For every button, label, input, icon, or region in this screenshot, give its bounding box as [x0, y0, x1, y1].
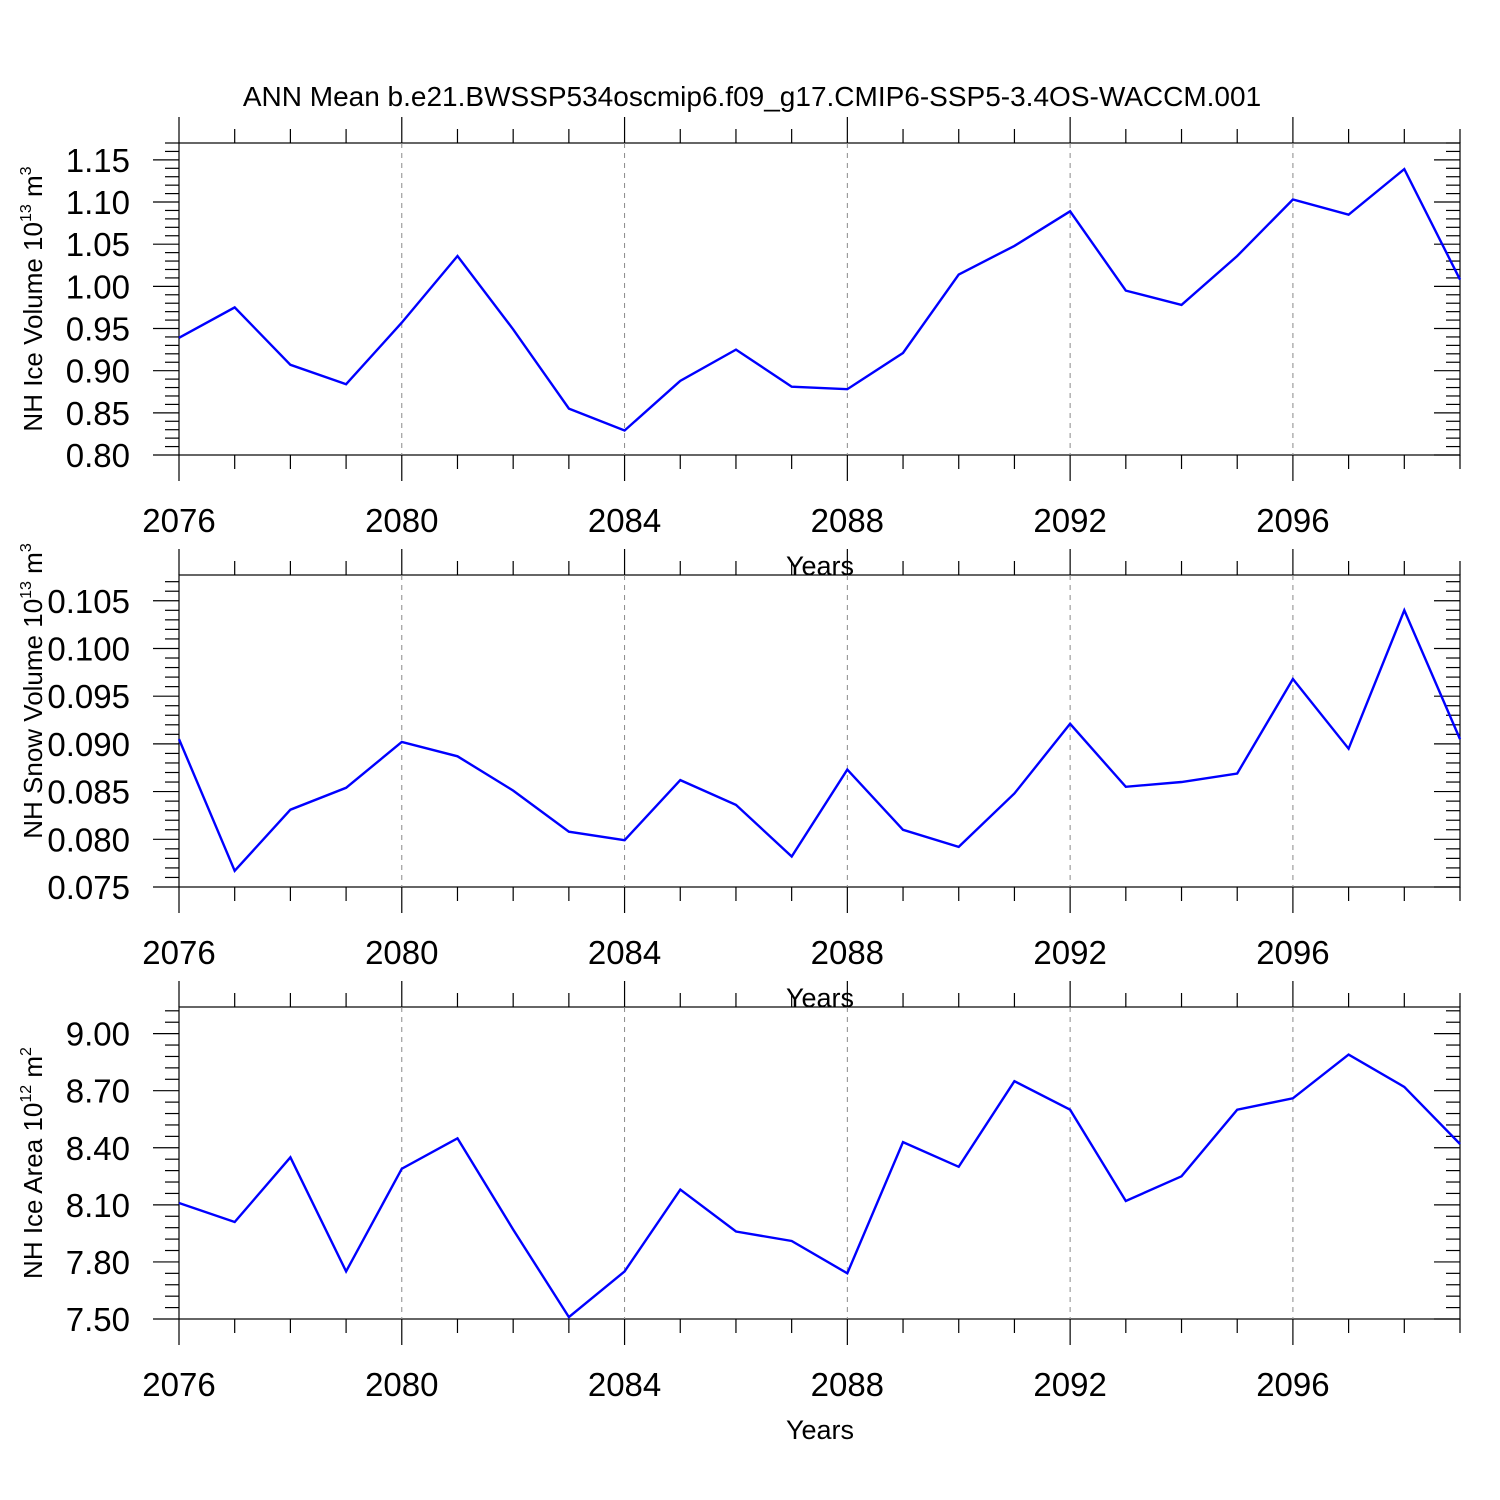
- panel-3: 2076 2080 2084 2088 2092 2096 7.50 7.80 8.10 8.40…: [18, 981, 1461, 1445]
- y-tick-label: 1.05: [66, 226, 130, 263]
- data-line: [177, 607, 1462, 873]
- y-tick-label: 0.080: [47, 821, 130, 858]
- y-axis-label: NH Ice Area 1012 m2: [18, 1047, 48, 1279]
- plot-frame: [178, 142, 1461, 456]
- x-tick-label: 2092: [1033, 1366, 1106, 1403]
- y-axis-label: NH Snow Volume 1013 m3: [18, 543, 48, 839]
- x-tick-label: 2084: [588, 1366, 661, 1403]
- y-tick-label: 1.00: [66, 268, 130, 305]
- y-tick-label: 0.095: [47, 678, 130, 715]
- x-tick-label: 2076: [142, 502, 215, 539]
- y-tick-label: 0.90: [66, 353, 130, 390]
- x-tick-label: 2088: [811, 1366, 884, 1403]
- y-tick-label: 7.50: [66, 1301, 130, 1338]
- x-tick-label: 2096: [1256, 502, 1329, 539]
- chart-title: ANN Mean b.e21.BWSSP534oscmip6.f09_g17.C…: [243, 81, 1261, 112]
- y-tick-label: 1.15: [66, 142, 130, 179]
- x-tick-label: 2076: [142, 934, 215, 971]
- y-tick-label: 8.40: [66, 1130, 130, 1167]
- plot-frame: [178, 1006, 1461, 1320]
- y-tick-label: 0.085: [47, 774, 130, 811]
- panel-1: 2076 2080 2084 2088 2092 2096 0.80 0.85 0.90 0.95…: [18, 117, 1462, 581]
- y-tick-label: 0.075: [47, 869, 130, 906]
- x-tick-label: 2088: [811, 934, 884, 971]
- x-tick-label: 2092: [1033, 502, 1106, 539]
- panel-2: 2076 2080 2084 2088 2092 2096 0.075 0.080 0.085 0…: [18, 543, 1462, 1013]
- x-tick-label: 2084: [588, 934, 661, 971]
- y-tick-label: 0.105: [47, 583, 130, 620]
- x-tick-label: 2080: [365, 934, 438, 971]
- data-line: [178, 167, 1462, 432]
- y-tick-label: 0.100: [47, 630, 130, 667]
- x-tick-label: 2096: [1256, 1366, 1329, 1403]
- y-tick-label: 8.70: [66, 1073, 130, 1110]
- y-tick-label: 0.80: [66, 437, 130, 474]
- x-tick-label: 2080: [365, 1366, 438, 1403]
- y-tick-label: 0.090: [47, 726, 130, 763]
- y-tick-label: 9.00: [66, 1016, 130, 1053]
- y-tick-label: 7.80: [66, 1244, 130, 1281]
- x-tick-label: 2084: [588, 502, 661, 539]
- y-tick-label: 0.85: [66, 395, 130, 432]
- x-axis-label: Years: [786, 551, 854, 581]
- y-tick-label: 8.10: [66, 1187, 130, 1224]
- x-tick-label: 2088: [811, 502, 884, 539]
- x-tick-label: 2076: [142, 1366, 215, 1403]
- y-axis-label: NH Ice Volume 1013 m3: [18, 166, 48, 431]
- y-tick-label: 0.95: [66, 311, 130, 348]
- x-axis-label: Years: [786, 1415, 854, 1445]
- y-tick-label: 1.10: [66, 184, 130, 221]
- plot-frame: [178, 574, 1461, 888]
- x-tick-label: 2096: [1256, 934, 1329, 971]
- data-line: [178, 1053, 1461, 1319]
- x-axis-label: Years: [786, 983, 854, 1013]
- x-tick-label: 2092: [1033, 934, 1106, 971]
- x-tick-label: 2080: [365, 502, 438, 539]
